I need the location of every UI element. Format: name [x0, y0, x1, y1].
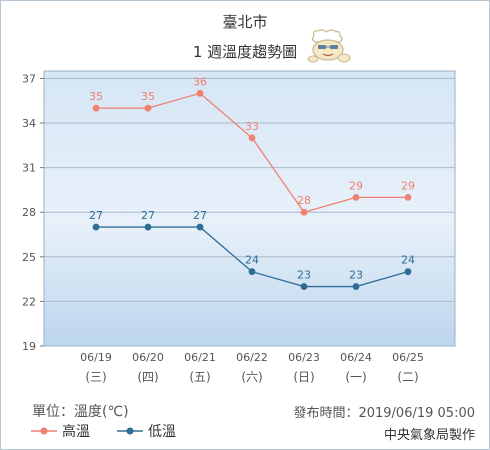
data-point-high [352, 193, 360, 201]
data-point-low [144, 223, 152, 231]
data-label-high: 28 [297, 194, 311, 207]
legend: 高溫 低溫 [30, 421, 202, 441]
data-label-low: 27 [89, 209, 103, 222]
y-tick-label: 34 [22, 117, 36, 130]
temperature-chart: 19 22 25 28 31 34 37 06/19 (三) 06/20 (四) 06/21 (五) 06… [22, 70, 456, 384]
data-point-high [248, 134, 256, 142]
x-tick-weekday: (一) [345, 370, 366, 384]
data-label-low: 27 [141, 209, 155, 222]
y-tick-label: 28 [22, 206, 36, 219]
data-label-high: 29 [401, 179, 415, 192]
y-tick-label: 22 [22, 295, 36, 308]
y-tick-label: 25 [22, 251, 36, 264]
x-tick-date: 06/20 [132, 351, 164, 364]
x-tick-weekday: (日) [293, 370, 314, 384]
published-time: 發布時間：2019/06/19 05:00 [293, 406, 475, 421]
data-label-high: 33 [245, 120, 259, 133]
unit-label: 單位：溫度(℃) [32, 404, 129, 420]
x-tick-weekday: (二) [397, 370, 418, 384]
x-tick-weekday: (四) [137, 370, 158, 384]
x-tick-date: 06/24 [340, 351, 372, 364]
x-tick-date: 06/19 [80, 351, 112, 364]
x-tick-date: 06/21 [184, 351, 216, 364]
data-point-high [144, 104, 152, 112]
legend-item-high: 高溫 [30, 421, 90, 441]
data-point-high [196, 89, 204, 97]
data-label-low: 23 [349, 269, 363, 282]
y-tick-label: 19 [22, 340, 36, 353]
x-tick-date: 06/22 [236, 351, 268, 364]
data-point-high [404, 193, 412, 201]
mascot-icon [307, 29, 351, 63]
y-tick-label: 37 [22, 72, 36, 85]
x-tick-weekday: (三) [85, 370, 106, 384]
data-point-low [92, 223, 100, 231]
x-tick-weekday: (六) [241, 370, 262, 384]
legend-high-marker [31, 427, 57, 435]
agency-label: 中央氣象局製作 [383, 428, 475, 443]
x-tick-date: 06/23 [288, 351, 320, 364]
data-point-low [196, 223, 204, 231]
data-point-low [352, 283, 360, 290]
data-point-high [300, 208, 308, 216]
legend-high-label: 高溫 [62, 424, 90, 440]
chart-subtitle: 1 週溫度趨勢圖 [192, 43, 298, 61]
data-point-low [300, 283, 308, 290]
data-label-high: 29 [349, 179, 363, 192]
data-label-low: 24 [245, 254, 259, 267]
data-point-high [92, 104, 100, 112]
legend-item-low: 低溫 [116, 421, 176, 441]
x-tick-weekday: (五) [189, 370, 210, 384]
y-tick-label: 31 [22, 162, 36, 175]
legend-low-marker [117, 427, 143, 435]
plot-area [43, 70, 456, 347]
data-point-low [404, 268, 412, 276]
data-label-high: 36 [193, 75, 207, 88]
legend-low-label: 低溫 [148, 424, 176, 440]
x-tick-date: 06/25 [392, 351, 424, 364]
data-label-low: 24 [401, 254, 415, 267]
chart-title: 臺北市 [222, 13, 268, 31]
data-label-high: 35 [141, 90, 155, 103]
data-label-high: 35 [89, 90, 103, 103]
data-point-low [248, 268, 256, 276]
data-label-low: 27 [193, 209, 207, 222]
data-label-low: 23 [297, 269, 311, 282]
